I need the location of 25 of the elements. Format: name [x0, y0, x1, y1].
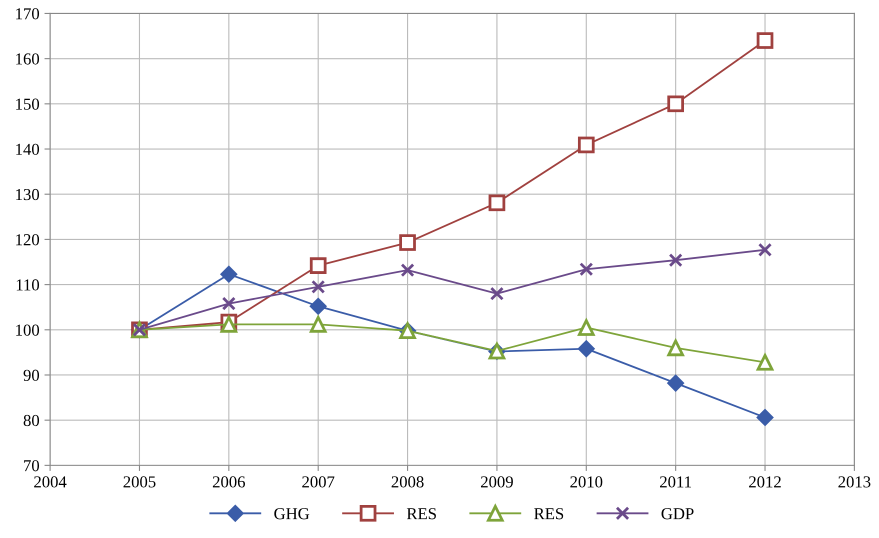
x-tick-label: 2012 [749, 476, 781, 488]
y-tick-label: 120 [16, 234, 40, 246]
x-tick-label: 2013 [838, 476, 870, 488]
y-tick-label: 100 [16, 324, 40, 336]
x-tick-label: 2010 [570, 476, 602, 488]
legend-label: GHG [274, 508, 310, 520]
x-tick-label: 2011 [660, 476, 692, 488]
y-tick-label: 170 [16, 8, 40, 20]
y-tick-label: 70 [24, 460, 40, 472]
y-tick-label: 160 [16, 53, 40, 65]
y-tick-label: 150 [16, 98, 40, 110]
x-tick-label: 2009 [480, 476, 513, 488]
x-tick-label: 2006 [212, 476, 245, 488]
y-tick-label: 130 [16, 188, 40, 200]
legend-label: GDP [662, 508, 694, 520]
legend-label: RES [406, 508, 436, 520]
x-tick-label: 2008 [392, 476, 424, 488]
x-tick-label: 2004 [34, 476, 67, 488]
y-tick-label: 90 [24, 370, 40, 381]
y-tick-label: 140 [16, 144, 40, 155]
x-tick-label: 2007 [302, 476, 334, 488]
y-tick-label: 110 [16, 279, 40, 291]
legend-label: RES [534, 508, 564, 520]
y-tick-label: 80 [24, 414, 40, 426]
x-tick-label: 2005 [124, 476, 156, 488]
